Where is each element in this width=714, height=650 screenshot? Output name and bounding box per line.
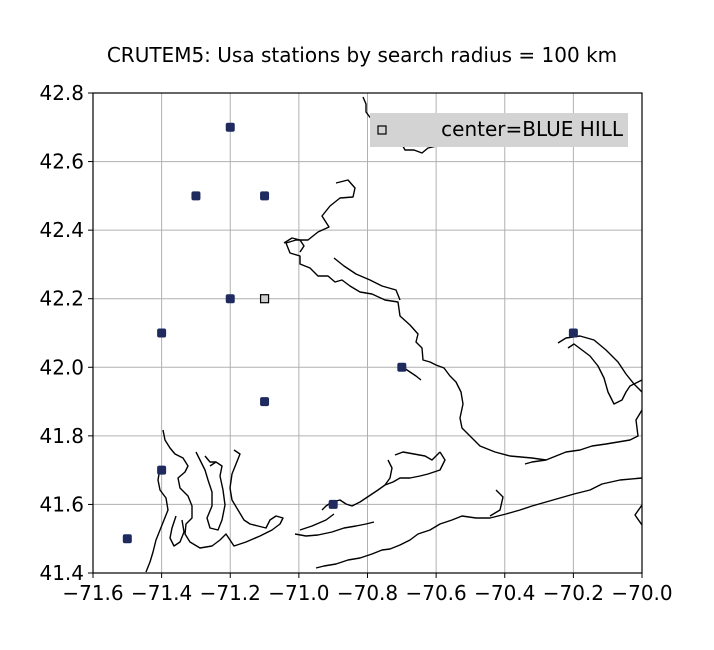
y-tick-label: 42.0 <box>39 355 84 379</box>
station-marker <box>157 465 167 475</box>
x-tick-label: −71.0 <box>268 581 329 605</box>
x-tick-label: −70.6 <box>405 581 466 605</box>
station-marker <box>225 122 235 132</box>
y-axis: 41.4 41.6 41.8 42.0 42.2 42.4 42.6 42.8 <box>39 81 93 585</box>
station-marker <box>157 328 167 338</box>
legend-box <box>370 113 628 147</box>
chart-title: CRUTEM5: Usa stations by search radius =… <box>107 43 617 67</box>
center-station-marker <box>259 294 270 304</box>
station-marker <box>225 294 235 304</box>
station-marker <box>260 191 270 201</box>
x-axis: −71.6 −71.4 −71.2 −71.0 −70.8 −70.6 −70.4 −70.2… <box>62 573 673 605</box>
x-tick-label: −70.8 <box>337 581 398 605</box>
legend-center-marker <box>377 125 387 135</box>
station-marker <box>191 191 201 201</box>
x-tick-label: −70.4 <box>474 581 535 605</box>
y-tick-label: 41.4 <box>39 561 84 585</box>
y-tick-label: 42.8 <box>39 81 84 105</box>
x-tick-label: −70.2 <box>543 581 604 605</box>
grid-lines <box>92 92 643 574</box>
x-tick-label: −71.2 <box>200 581 261 605</box>
y-tick-label: 42.6 <box>39 150 84 174</box>
coastline <box>145 96 642 573</box>
station-marker <box>568 328 578 338</box>
x-tick-label: −70.0 <box>611 581 672 605</box>
y-tick-label: 41.6 <box>39 492 84 516</box>
y-tick-label: 41.8 <box>39 424 84 448</box>
x-tick-label: −71.6 <box>62 581 123 605</box>
station-marker <box>397 362 407 372</box>
legend: center=BLUE HILL <box>370 113 628 147</box>
station-marker <box>122 534 132 544</box>
y-tick-label: 42.2 <box>39 287 84 311</box>
station-marker <box>260 397 270 407</box>
station-markers <box>122 122 578 544</box>
y-tick-label: 42.4 <box>39 218 84 242</box>
x-tick-label: −71.4 <box>131 581 192 605</box>
station-marker <box>328 499 338 509</box>
legend-label: center=BLUE HILL <box>441 117 624 141</box>
